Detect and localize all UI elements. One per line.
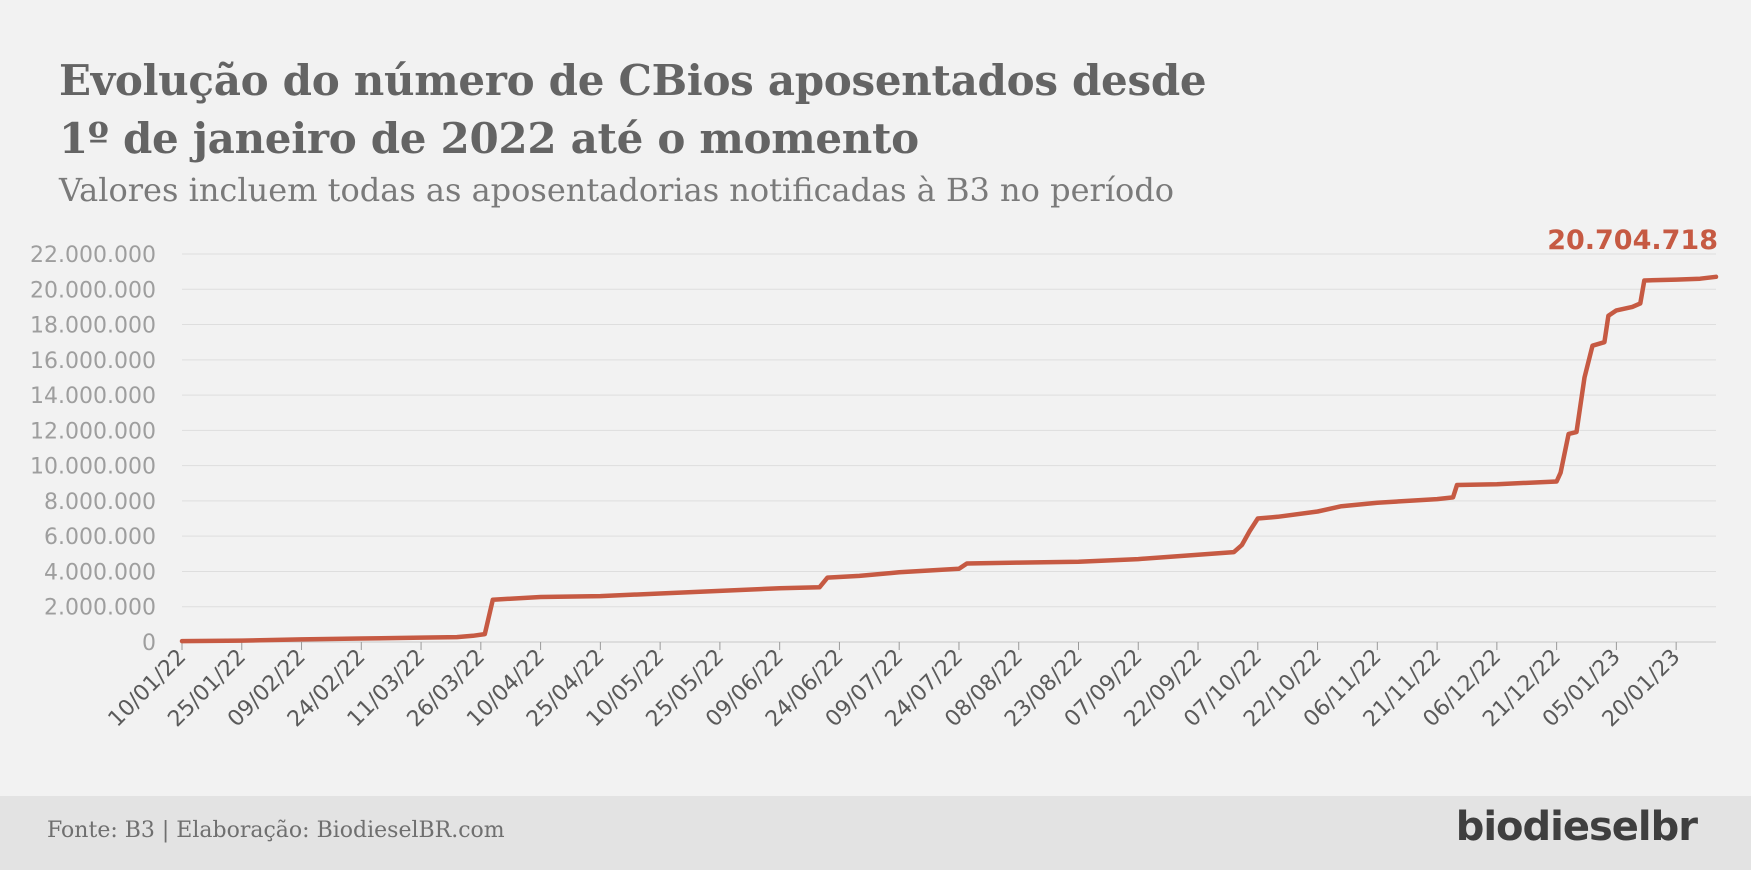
y-tick-label: 2.000.000 — [44, 596, 156, 621]
y-tick-label: 4.000.000 — [44, 560, 156, 585]
y-tick-label: 10.000.000 — [30, 455, 156, 480]
data-labels: 20.704.718 — [1547, 225, 1718, 256]
chart-title-line-2: 1º de janeiro de 2022 até o momento — [59, 114, 919, 163]
x-axis-ticks: 10/01/2225/01/2209/02/2224/02/2211/03/22… — [104, 642, 1685, 732]
footer: Fonte: B3 | Elaboração: BiodieselBR.com … — [0, 796, 1751, 870]
chart-title: Evolução do número de CBios aposentados … — [59, 52, 1207, 168]
chart-subtitle: Valores incluem todas as aposentadorias … — [59, 171, 1175, 209]
y-tick-label: 18.000.000 — [30, 314, 156, 339]
series-layer — [179, 274, 1719, 644]
grid-lines — [182, 253, 1716, 643]
y-tick-label: 20.000.000 — [30, 278, 156, 303]
y-tick-label: 14.000.000 — [30, 384, 156, 409]
chart-title-line-1: Evolução do número de CBios aposentados … — [59, 56, 1207, 105]
y-tick-label: 22.000.000 — [30, 243, 156, 268]
y-tick-label: 8.000.000 — [44, 490, 156, 515]
biodieselbr-logo: biodieselbr — [1455, 804, 1698, 850]
y-tick-label: 0 — [142, 631, 156, 656]
y-tick-label: 12.000.000 — [30, 419, 156, 444]
y-tick-label: 16.000.000 — [30, 349, 156, 374]
end-value-label: 20.704.718 — [1547, 225, 1718, 256]
y-tick-label: 6.000.000 — [44, 525, 156, 550]
line-chart: 0 2.000.000 4.000.000 6.000.000 8.000.000 10.… — [30, 225, 1719, 732]
cbios-retired-line — [179, 274, 1719, 644]
source-credit: Fonte: B3 | Elaboração: BiodieselBR.com — [47, 818, 505, 843]
y-axis-ticks: 0 2.000.000 4.000.000 6.000.000 8.000.000 10.… — [30, 243, 156, 656]
